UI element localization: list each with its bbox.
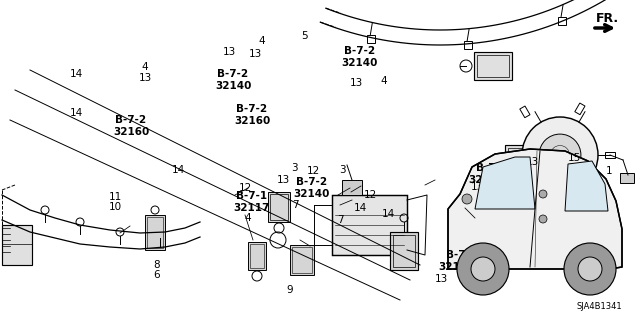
Bar — [332, 195, 407, 255]
Text: 10: 10 — [108, 202, 122, 212]
Bar — [620, 173, 634, 183]
Bar — [390, 232, 418, 270]
Bar — [525, 201, 535, 213]
Polygon shape — [475, 157, 535, 209]
Text: B-7-2
32160: B-7-2 32160 — [234, 104, 270, 126]
Text: 13: 13 — [276, 175, 290, 185]
Bar — [558, 17, 566, 25]
Text: 13: 13 — [248, 49, 262, 59]
Text: 13: 13 — [222, 47, 236, 57]
Text: 15: 15 — [568, 153, 580, 163]
Text: 7: 7 — [292, 200, 298, 210]
Circle shape — [578, 257, 602, 281]
Bar — [505, 145, 540, 183]
Circle shape — [539, 134, 581, 176]
Bar — [464, 41, 472, 48]
Bar — [520, 106, 530, 118]
Bar — [495, 158, 505, 164]
Text: 9: 9 — [287, 285, 293, 295]
Text: 11: 11 — [108, 192, 122, 202]
Bar — [290, 245, 314, 275]
Bar — [292, 247, 312, 273]
Text: 5: 5 — [301, 31, 307, 41]
Text: B-7-2
32140: B-7-2 32140 — [294, 177, 330, 199]
Text: 4: 4 — [259, 36, 266, 46]
Bar — [147, 217, 163, 248]
Text: B-7
32120: B-7 32120 — [438, 250, 474, 272]
Text: 13: 13 — [470, 182, 484, 192]
Text: 4: 4 — [141, 62, 148, 72]
Bar — [477, 55, 509, 77]
Bar — [474, 52, 512, 80]
Text: 3: 3 — [291, 163, 298, 173]
Bar — [268, 192, 290, 222]
Text: 2: 2 — [504, 171, 510, 181]
Bar — [342, 180, 362, 195]
Text: B-7-1
32117: B-7-1 32117 — [234, 191, 270, 213]
Circle shape — [539, 190, 547, 198]
Text: 14: 14 — [69, 69, 83, 79]
Text: 2: 2 — [493, 265, 500, 275]
Text: 4: 4 — [381, 76, 387, 86]
Text: 14: 14 — [381, 209, 395, 219]
Text: 7: 7 — [337, 215, 343, 225]
Text: B-7
32120: B-7 32120 — [468, 163, 504, 185]
Bar — [248, 242, 266, 270]
Circle shape — [522, 117, 598, 193]
Bar — [605, 152, 615, 158]
Bar — [580, 198, 590, 210]
Text: 6: 6 — [154, 270, 160, 280]
Text: B-7-2
32140: B-7-2 32140 — [215, 69, 251, 91]
Circle shape — [462, 194, 472, 204]
Bar — [575, 103, 585, 115]
Text: 13: 13 — [525, 157, 539, 167]
Bar — [2, 225, 32, 265]
Polygon shape — [448, 149, 622, 269]
Text: 8: 8 — [154, 260, 160, 270]
Text: 14: 14 — [69, 108, 83, 118]
Text: 12: 12 — [364, 190, 376, 200]
Bar — [367, 34, 376, 42]
Text: 13: 13 — [435, 274, 447, 284]
Bar — [508, 148, 537, 180]
Text: 14: 14 — [172, 165, 184, 175]
Bar — [393, 235, 415, 267]
Text: 12: 12 — [307, 166, 319, 176]
Text: 3: 3 — [339, 165, 346, 175]
Text: 13: 13 — [349, 78, 363, 88]
Circle shape — [457, 243, 509, 295]
Circle shape — [471, 257, 495, 281]
Text: 13: 13 — [138, 73, 152, 83]
Text: 1: 1 — [605, 166, 612, 176]
Polygon shape — [565, 161, 608, 211]
Bar — [270, 194, 288, 220]
Text: B-7-2
32160: B-7-2 32160 — [113, 115, 149, 137]
Bar — [250, 244, 264, 268]
Text: SJA4B1341: SJA4B1341 — [577, 302, 622, 311]
Text: FR.: FR. — [596, 12, 619, 25]
Circle shape — [564, 243, 616, 295]
Text: B-7-2
32140: B-7-2 32140 — [342, 46, 378, 68]
Circle shape — [539, 215, 547, 223]
Bar — [145, 215, 165, 250]
Text: 12: 12 — [238, 183, 252, 193]
Text: 4: 4 — [244, 213, 252, 223]
Text: 14: 14 — [353, 203, 367, 213]
